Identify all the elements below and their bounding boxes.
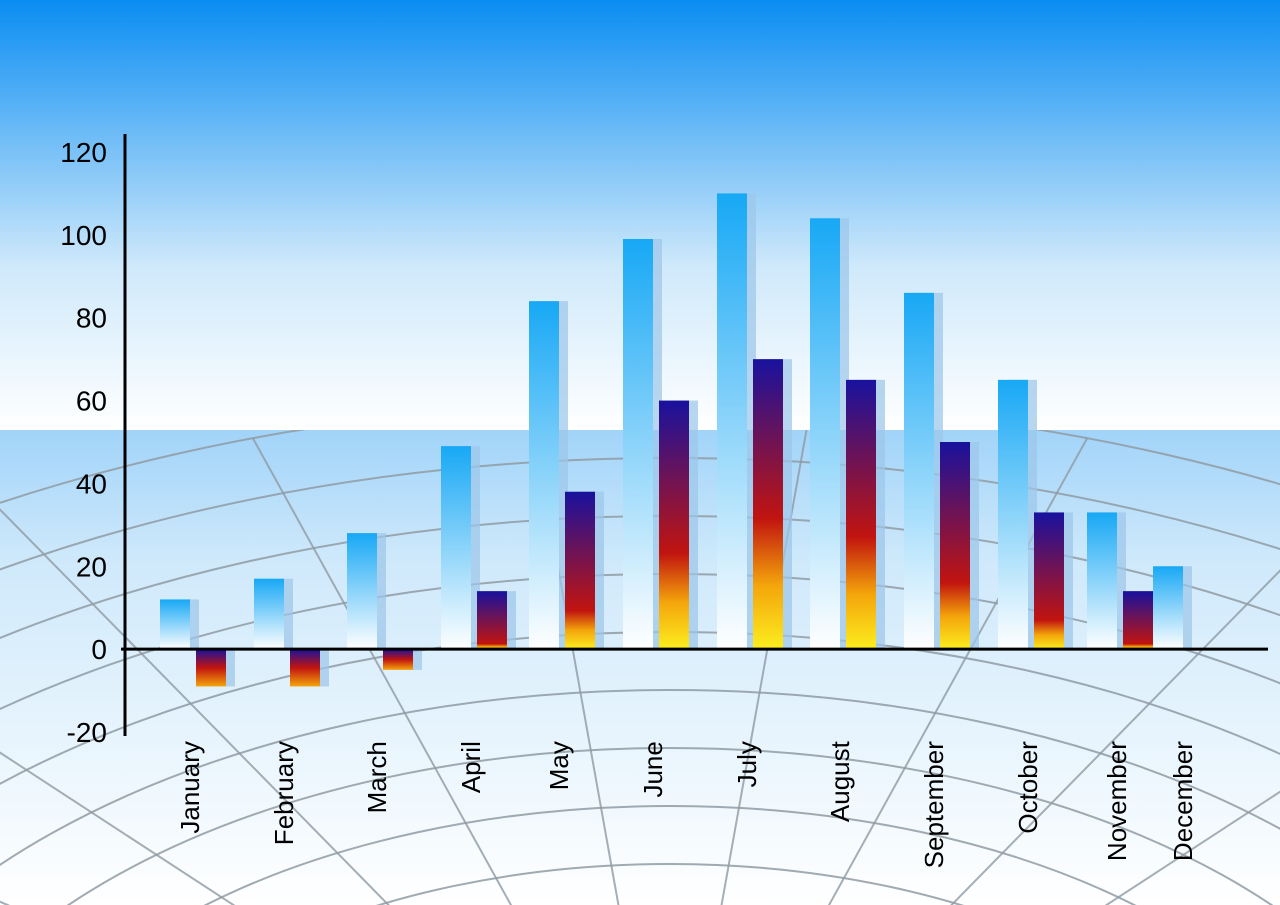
x-category-label: November — [1102, 741, 1132, 861]
bar-primary-january — [160, 599, 190, 649]
x-category-label: August — [825, 740, 855, 822]
x-category-label: March — [362, 741, 392, 813]
x-category-label: May — [544, 741, 574, 790]
x-category-label: October — [1013, 741, 1043, 834]
bar-primary-june — [623, 239, 653, 649]
bar-primary-september — [904, 293, 934, 649]
bar-secondary-february — [290, 649, 320, 686]
bar-secondary-october — [1034, 512, 1064, 649]
y-tick-label: 40 — [76, 468, 107, 499]
bar-primary-november — [1087, 512, 1117, 649]
bar-primary-april — [441, 446, 471, 649]
y-tick-label: 0 — [91, 634, 107, 665]
bar-primary-may — [529, 301, 559, 649]
bar-primary-march — [347, 533, 377, 649]
chart-svg: -20 0 20 40 60 80 100 120 January February March A… — [0, 0, 1280, 905]
bar-secondary-june — [659, 401, 689, 650]
y-tick-label: 120 — [60, 137, 107, 168]
x-category-label: June — [638, 741, 668, 797]
x-category-label: April — [456, 741, 486, 793]
y-tick-label: -20 — [67, 717, 107, 748]
bar-primary-august — [810, 218, 840, 649]
bar-secondary-january — [196, 649, 226, 686]
y-tick-label: 80 — [76, 303, 107, 334]
bar-primary-october — [998, 380, 1028, 649]
bar-secondary-july — [753, 359, 783, 649]
bar-secondary-april — [477, 591, 507, 649]
x-category-label: July — [732, 741, 762, 787]
y-tick-label: 100 — [60, 220, 107, 251]
y-tick-label: 20 — [76, 551, 107, 582]
bar-primary-july — [717, 193, 747, 649]
bar-primary-december — [1153, 566, 1183, 649]
y-tick-label: 60 — [76, 386, 107, 417]
bar-secondary-may — [565, 492, 595, 649]
x-category-label: February — [269, 741, 299, 845]
x-category-label: December — [1168, 741, 1198, 861]
bar-secondary-august — [846, 380, 876, 649]
bar-primary-february — [254, 579, 284, 649]
bar-secondary-november — [1123, 591, 1153, 649]
bar-secondary-september — [940, 442, 970, 649]
x-category-label: September — [919, 741, 949, 869]
bar-secondary-march — [383, 649, 413, 670]
x-category-label: January — [175, 741, 205, 834]
monthly-bar-chart: -20 0 20 40 60 80 100 120 January February March A… — [0, 0, 1280, 905]
